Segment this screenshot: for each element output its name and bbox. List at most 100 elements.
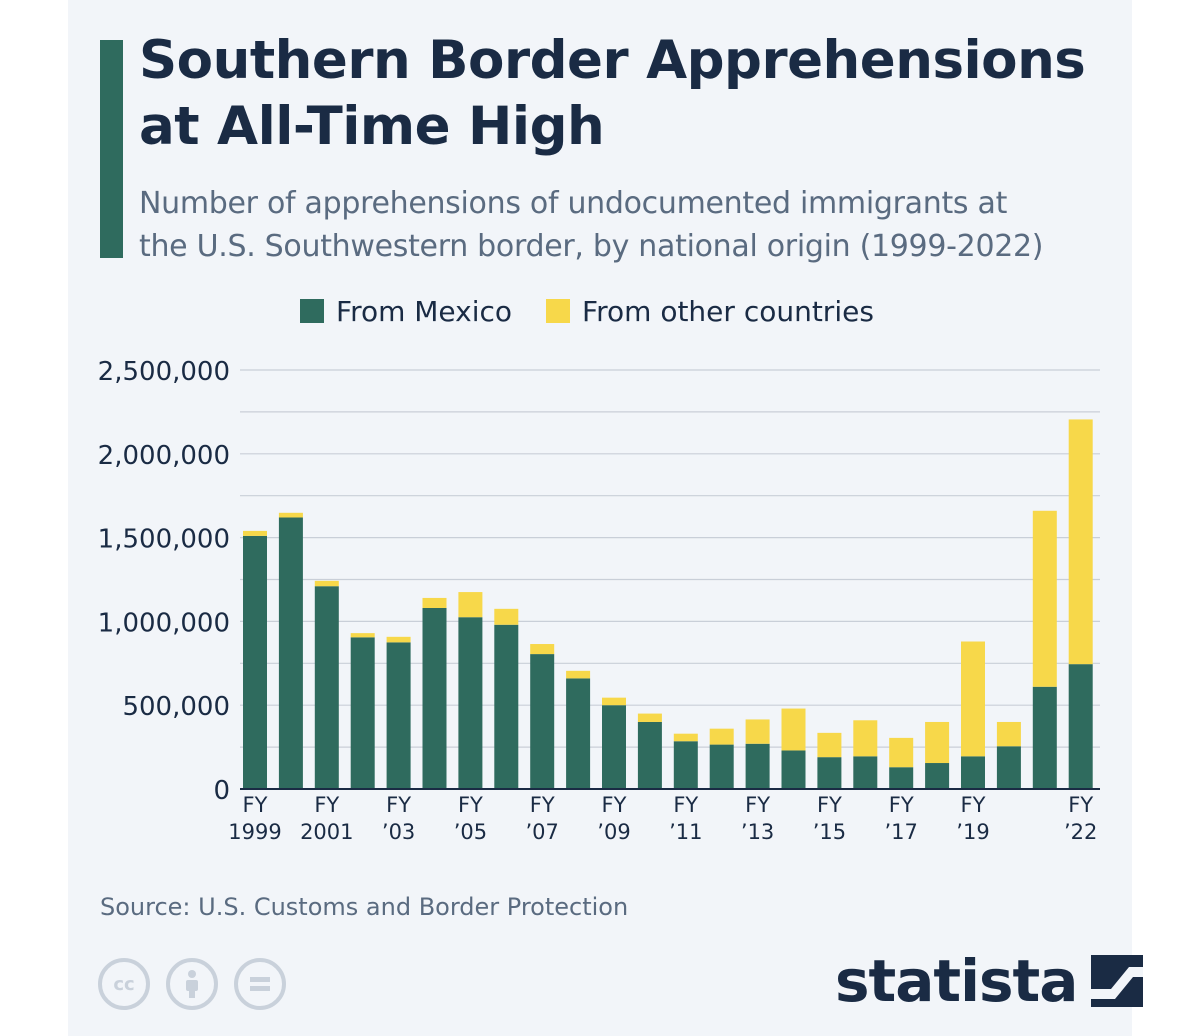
bar-mexico (1032, 686, 1057, 789)
bar-other (386, 636, 411, 643)
x-tick-label-line1: FY (530, 793, 555, 817)
statista-logo[interactable]: statista (835, 947, 1144, 1015)
license-icons: cc (98, 958, 302, 1010)
chart-legend: From Mexico From other countries (300, 293, 908, 329)
bar-other (1032, 510, 1057, 687)
x-tick-label-line1: FY (745, 793, 770, 817)
bar-other (602, 697, 626, 706)
x-tick-label-line2: ’11 (669, 820, 702, 844)
bar-mexico (709, 744, 734, 789)
bar-other (889, 737, 914, 768)
bar-mexico (530, 654, 555, 789)
bar-mexico (314, 586, 339, 789)
x-tick-label-line1: FY (673, 793, 698, 817)
chart-subtitle-line-2: the U.S. Southwestern border, by nationa… (139, 229, 1044, 264)
bar-other (458, 592, 483, 618)
bar-mexico (637, 721, 662, 789)
x-tick-label-line1: FY (889, 793, 914, 817)
bar-other (637, 713, 662, 722)
bar-mexico (602, 705, 626, 789)
x-tick-label-line2: ’17 (884, 820, 917, 844)
x-tick-label-line2: 2001 (300, 820, 353, 844)
bar-mexico (781, 750, 806, 789)
legend-item-other: From other countries (546, 295, 874, 328)
y-tick-label: 1,500,000 (98, 525, 230, 555)
chart-subtitle-line-1: Number of apprehensions of undocumented … (139, 186, 1008, 221)
source-note: Source: U.S. Customs and Border Protecti… (100, 893, 629, 921)
bar-mexico (243, 535, 267, 789)
y-tick-label: 2,000,000 (98, 441, 230, 471)
x-tick-label-line2: ’07 (525, 820, 558, 844)
bar-mexico (1068, 664, 1093, 789)
x-tick-label-line2: ’22 (1064, 820, 1097, 844)
bar-other (1068, 419, 1093, 665)
statista-mark-icon (1091, 955, 1144, 1007)
statista-wordmark: statista (835, 947, 1078, 1015)
bar-mexico (925, 763, 950, 789)
bar-other (673, 733, 698, 742)
x-tick-label-line1: FY (386, 793, 411, 817)
bar-mexico (566, 678, 591, 789)
bar-other (709, 728, 734, 745)
bar-other (817, 732, 842, 758)
x-tick-label-line2: ’05 (454, 820, 487, 844)
attribution-icon[interactable] (166, 958, 218, 1010)
chart-title-line-1: Southern Border Apprehensions (139, 30, 1086, 91)
y-tick-label: 500,000 (122, 692, 230, 722)
bar-mexico (853, 756, 878, 789)
bar-mexico (386, 642, 411, 789)
bar-mexico (494, 624, 519, 789)
bar-other (350, 633, 375, 638)
legend-swatch-other (546, 299, 571, 323)
bar-mexico (961, 756, 985, 789)
bar-other (530, 644, 555, 655)
bar-other (925, 721, 950, 764)
y-tick-label: 2,500,000 (98, 357, 230, 387)
x-tick-label-line1: FY (961, 793, 986, 817)
x-tick-label-line1: FY (817, 793, 842, 817)
bar-other (243, 530, 267, 536)
x-tick-label-line2: ’13 (741, 820, 774, 844)
x-tick-label-line1: FY (1068, 793, 1093, 817)
equals-glyph (250, 977, 270, 991)
title-accent-bar (100, 40, 123, 258)
x-tick-label-line2: ’09 (597, 820, 630, 844)
chart-title-line-2: at All-Time High (139, 96, 605, 157)
legend-item-mexico: From Mexico (300, 295, 512, 328)
bar-other (745, 719, 770, 744)
x-tick-label-line2: ’15 (813, 820, 846, 844)
bar-other (314, 580, 339, 587)
cc-icon[interactable]: cc (98, 958, 150, 1010)
bar-other (781, 708, 806, 751)
x-tick-label-line2: ’19 (956, 820, 989, 844)
bar-other (494, 608, 519, 625)
bar-mexico (996, 746, 1021, 789)
x-tick-label-line1: FY (458, 793, 483, 817)
bar-other (996, 721, 1021, 747)
bar-other (422, 597, 447, 608)
bar-mexico (745, 743, 770, 789)
chart-subtitle: Number of apprehensions of undocumented … (139, 182, 1139, 268)
bar-mexico (278, 517, 303, 789)
legend-label-other: From other countries (582, 294, 874, 328)
y-tick-label: 1,000,000 (98, 608, 230, 638)
legend-swatch-mexico (300, 299, 324, 323)
bar-mexico (458, 617, 483, 789)
x-tick-label-line1: FY (602, 793, 627, 817)
chart-card (68, 0, 1132, 1036)
bar-other (961, 641, 985, 757)
legend-label-mexico: From Mexico (336, 294, 513, 328)
x-tick-label-line1: FY (314, 793, 339, 817)
bar-mexico (422, 607, 447, 789)
bar-other (278, 512, 303, 518)
x-tick-label-line2: ’03 (382, 820, 415, 844)
chart-title: Southern Border Apprehensions at All-Tim… (139, 28, 1129, 160)
bar-other (566, 670, 591, 679)
bar-mexico (817, 757, 842, 789)
person-glyph (186, 970, 198, 998)
x-tick-label-line1: FY (243, 793, 268, 817)
bar-mexico (889, 767, 914, 789)
y-tick-label: 0 (213, 776, 230, 806)
no-derivatives-icon[interactable] (234, 958, 286, 1010)
